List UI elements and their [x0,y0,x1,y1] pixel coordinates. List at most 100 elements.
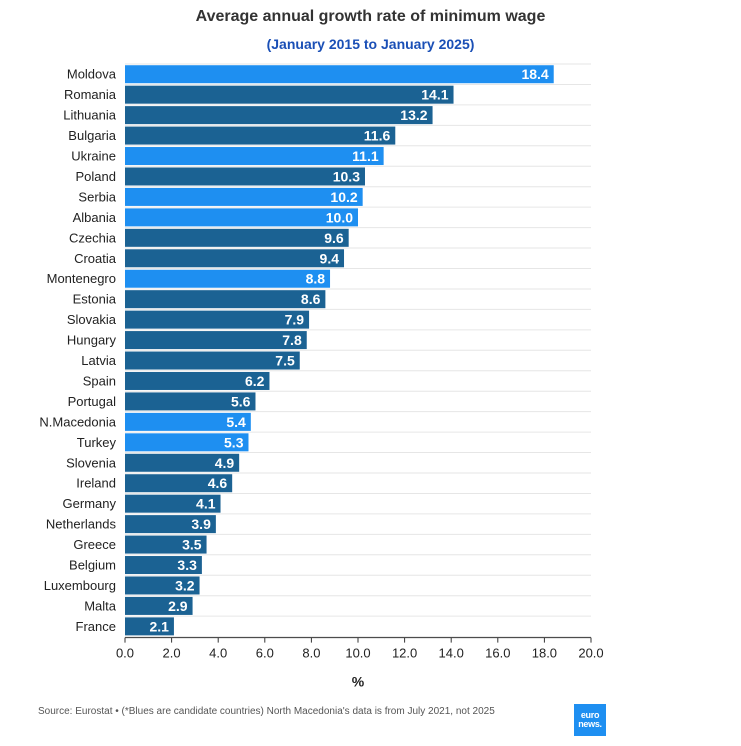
category-label: Latvia [81,353,116,368]
data-label: 11.1 [352,148,379,164]
data-label: 4.6 [208,475,228,491]
x-tick-label: 16.0 [485,646,510,661]
x-tick-label: 14.0 [439,646,464,661]
data-label: 14.1 [421,87,448,103]
category-label: Moldova [67,67,117,82]
category-label: Albania [73,210,117,225]
data-label: 5.3 [224,434,244,450]
bar [125,515,216,534]
bar [125,310,310,329]
bar [125,494,221,513]
x-axis-label: % [352,674,365,690]
data-label: 3.2 [175,577,195,593]
x-tick-label: 18.0 [532,646,557,661]
category-label: Slovakia [67,312,117,327]
category-label: Spain [83,373,116,388]
data-label: 5.4 [226,414,246,430]
category-label: France [76,619,116,634]
bar [125,208,358,227]
data-label: 18.4 [521,66,548,82]
data-label: 13.2 [400,107,427,123]
bar [125,433,249,452]
x-tick-label: 8.0 [302,646,320,661]
category-label: Hungary [67,333,117,348]
category-label: Turkey [77,435,117,450]
data-label: 7.9 [285,312,305,328]
category-label: Bulgaria [68,128,116,143]
data-label: 7.5 [275,353,295,369]
x-tick-label: 12.0 [392,646,417,661]
x-tick-label: 0.0 [116,646,134,661]
category-label: Serbia [78,189,116,204]
category-label: Malta [84,598,117,613]
bar [125,85,454,104]
logo-line-1: euro [580,710,600,720]
data-label: 10.3 [333,168,360,184]
data-label: 2.9 [168,598,188,614]
bar [125,596,193,615]
data-label: 9.4 [320,250,340,266]
data-label: 9.6 [324,230,344,246]
category-label: Ukraine [71,149,116,164]
bar [125,474,233,493]
data-label: 8.8 [306,271,326,287]
x-tick-label: 20.0 [578,646,603,661]
x-tick-label: 6.0 [256,646,274,661]
category-label: N.Macedonia [39,414,116,429]
bar [125,351,300,370]
bar [125,392,256,411]
data-label: 8.6 [301,291,321,307]
category-label: Croatia [74,251,117,266]
bar [125,535,207,554]
bar [125,371,270,390]
category-label: Czechia [69,230,117,245]
bar [125,167,365,186]
data-label: 4.1 [196,496,216,512]
category-label: Portugal [68,394,117,409]
data-label: 6.2 [245,373,265,389]
bar [125,65,554,84]
x-tick-label: 10.0 [345,646,370,661]
bar [125,556,202,575]
category-label: Ireland [76,476,116,491]
bar [125,576,200,595]
data-label: 4.9 [215,455,235,471]
category-label: Lithuania [63,108,117,123]
category-label: Belgium [69,558,116,573]
category-label: Greece [73,537,116,552]
data-label: 3.5 [182,537,202,553]
x-tick-label: 4.0 [209,646,227,661]
data-label: 7.8 [282,332,302,348]
data-label: 10.0 [326,209,353,225]
bar [125,187,363,206]
bar [125,453,240,472]
logo-line-2: news. [578,719,602,729]
bar [125,617,174,636]
category-label: Luxembourg [44,578,116,593]
source-note: Source: Eurostat • (*Blues are candidate… [38,706,495,717]
bar [125,228,349,247]
data-label: 3.3 [177,557,197,573]
bar [125,412,251,431]
category-label: Slovenia [66,455,117,470]
category-label: Netherlands [46,517,117,532]
chart-title: Average annual growth rate of minimum wa… [195,8,546,25]
bar [125,269,331,288]
bar [125,249,345,268]
bar [125,331,307,350]
category-label: Montenegro [47,271,116,286]
bar-chart: Moldova 18.4 Romania 14.1 Lithuania 13.2 Bulga… [39,63,604,690]
euronews-logo: euro news. [574,704,606,736]
bar [125,106,433,125]
category-label: Romania [64,87,117,102]
category-label: Germany [63,496,117,511]
bar [125,126,396,145]
data-label: 10.2 [330,189,357,205]
category-label: Poland [76,169,116,184]
category-label: Estonia [73,292,117,307]
bar [125,147,384,166]
x-tick-label: 2.0 [163,646,181,661]
data-label: 5.6 [231,393,251,409]
data-label: 2.1 [149,618,169,634]
bar [125,290,326,309]
